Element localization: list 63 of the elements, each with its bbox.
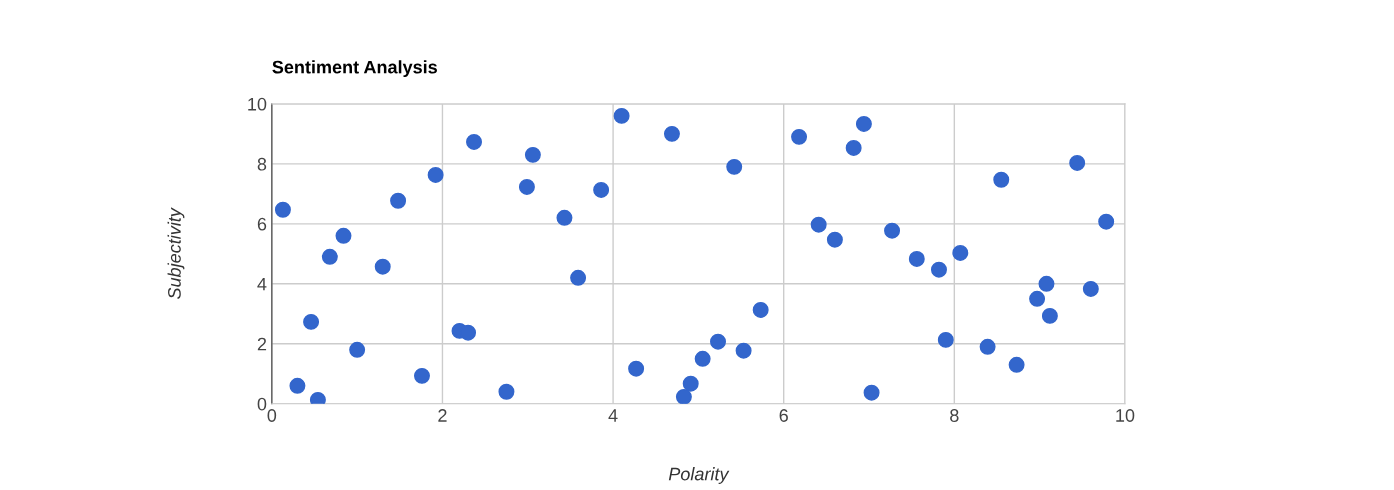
point	[321, 248, 338, 265]
y-tick-label: 6	[257, 217, 267, 231]
point	[952, 244, 969, 261]
x-axis-title: Polarity	[668, 467, 730, 484]
y-tick-label: 0	[257, 397, 267, 411]
point	[663, 125, 680, 142]
point	[289, 377, 306, 394]
point	[726, 158, 743, 175]
y-tick-label: 2	[257, 337, 267, 351]
point	[993, 171, 1010, 188]
point	[710, 333, 726, 350]
point	[675, 388, 692, 404]
point	[884, 222, 901, 239]
y-tick-label: 4	[257, 277, 267, 291]
point	[908, 250, 925, 267]
point	[556, 209, 573, 226]
y-axis-title: Subjectivity	[167, 207, 185, 299]
point	[791, 128, 808, 145]
point	[826, 231, 843, 248]
y-tick-label: 8	[257, 157, 267, 171]
point	[593, 181, 610, 198]
point	[979, 338, 996, 355]
point	[1008, 356, 1025, 373]
point	[498, 383, 515, 400]
point	[1082, 280, 1099, 297]
point	[524, 146, 541, 163]
y-tick-label: 10	[248, 97, 267, 111]
point	[349, 341, 366, 358]
point	[628, 360, 645, 377]
point	[374, 258, 391, 275]
point	[1029, 290, 1046, 307]
point	[810, 216, 827, 233]
point	[1098, 213, 1115, 230]
x-tick-label: 4	[608, 409, 618, 422]
point	[460, 324, 477, 341]
point	[518, 178, 535, 195]
point	[414, 367, 430, 384]
point	[1038, 275, 1055, 292]
point	[845, 139, 862, 156]
point	[466, 133, 482, 150]
point	[335, 227, 352, 244]
point	[274, 201, 291, 218]
x-tick-label: 8	[950, 409, 959, 422]
x-tick-label: 6	[779, 409, 788, 422]
point	[930, 261, 947, 278]
point	[1069, 154, 1086, 171]
point	[752, 301, 769, 318]
point	[1041, 307, 1058, 324]
point	[855, 115, 872, 132]
x-tick-label: 0	[267, 409, 277, 422]
x-tick-label: 10	[1116, 409, 1135, 422]
point	[390, 192, 407, 209]
point	[863, 384, 880, 401]
point	[303, 313, 320, 330]
chart-title: Sentiment Analysis	[272, 60, 437, 78]
point	[694, 350, 711, 367]
x-tick-label: 2	[438, 409, 447, 422]
point	[427, 166, 444, 183]
point	[735, 342, 752, 359]
point	[570, 269, 587, 286]
point	[613, 107, 630, 124]
point	[682, 375, 699, 392]
point	[937, 331, 954, 348]
